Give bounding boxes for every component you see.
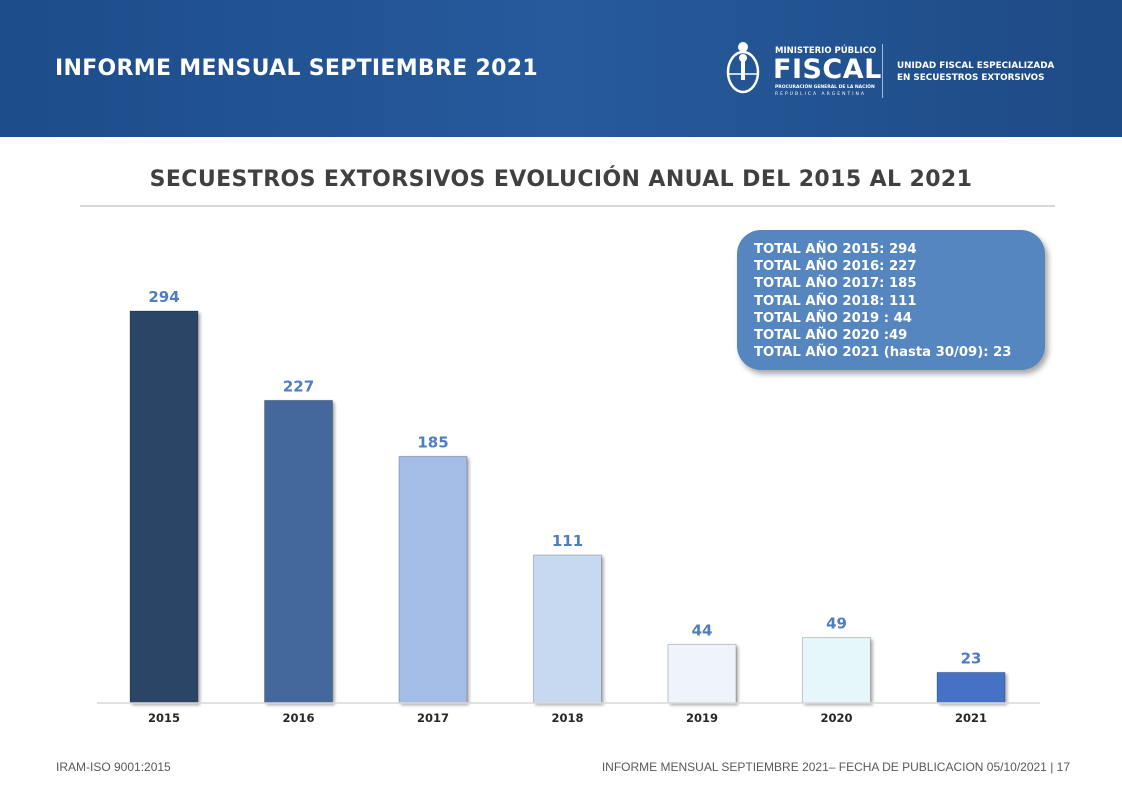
x-tick-label: 2017 — [417, 711, 449, 725]
footer-certification: IRAM-ISO 9001:2015 — [56, 760, 171, 774]
footer-publication: INFORME MENSUAL SEPTIEMBRE 2021– FECHA D… — [601, 760, 1070, 774]
summary-line: TOTAL AÑO 2021 (hasta 30/09): 23 — [754, 345, 1012, 361]
bar-2019 — [667, 643, 737, 704]
x-tick-label: 2021 — [955, 711, 987, 725]
x-tick-label: 2016 — [282, 711, 314, 725]
title-divider — [80, 205, 1055, 207]
logo-ministerio: MINISTERIO PÚBLICO — [775, 46, 877, 56]
data-label: 185 — [417, 433, 448, 451]
logo-fiscal: FISCAL — [773, 54, 882, 85]
logo-procuracion: PROCURACIÓN GENERAL DE LA NACIÓN — [775, 85, 875, 90]
x-tick-label: 2018 — [551, 711, 583, 725]
header-banner: INFORME MENSUAL SEPTIEMBRE 2021 MINISTER… — [0, 0, 1122, 137]
summary-line: TOTAL AÑO 2015: 294 — [754, 242, 917, 257]
argentina-coat-of-arms-icon — [726, 42, 760, 94]
summary-line: TOTAL AÑO 2016: 227 — [754, 259, 917, 275]
bar-2018 — [533, 554, 602, 704]
chart-title: SECUESTROS EXTORSIVOS EVOLUCIÓN ANUAL DE… — [149, 167, 973, 192]
data-label: 111 — [552, 532, 583, 550]
x-tick-label: 2020 — [820, 711, 852, 725]
summary-box: TOTAL AÑO 2015: 294 TOTAL AÑO 2016: 227 … — [737, 230, 1045, 370]
report-title: INFORME MENSUAL SEPTIEMBRE 2021 — [55, 56, 538, 81]
unit-line-2: EN SECUESTROS EXTORSIVOS — [897, 73, 1045, 83]
logo-republica: REPÚBLICA ARGENTINA — [775, 92, 866, 97]
bar-2015 — [129, 310, 199, 704]
data-label: 49 — [826, 615, 847, 633]
bar-2021 — [936, 671, 1006, 704]
bar-2016 — [264, 399, 333, 704]
data-label: 23 — [961, 649, 982, 667]
x-tick-label: 2015 — [148, 711, 180, 725]
summary-line: TOTAL AÑO 2017: 185 — [754, 276, 917, 292]
unit-name: UNIDAD FISCAL ESPECIALIZADA EN SECUESTRO… — [897, 60, 1054, 84]
summary-line: TOTAL AÑO 2020 :49 — [754, 328, 908, 344]
data-label: 227 — [283, 377, 314, 395]
logo-divider — [882, 44, 883, 98]
data-label: 294 — [148, 288, 179, 306]
fiscal-logo: MINISTERIO PÚBLICO FISCAL PROCURACIÓN GE… — [722, 38, 1062, 102]
data-label: 44 — [692, 621, 713, 639]
bar-2020 — [802, 637, 871, 704]
bar-2017 — [398, 455, 468, 704]
unit-line-1: UNIDAD FISCAL ESPECIALIZADA — [897, 61, 1055, 71]
x-tick-label: 2019 — [686, 711, 718, 725]
summary-line: TOTAL AÑO 2019 : 44 — [754, 310, 912, 326]
summary-line: TOTAL AÑO 2018: 111 — [754, 293, 917, 309]
